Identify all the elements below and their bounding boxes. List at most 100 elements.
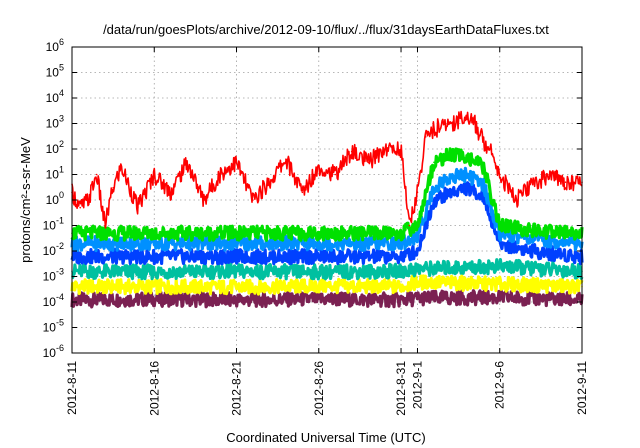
data-point (235, 286, 238, 289)
data-point (466, 173, 468, 176)
data-point (498, 265, 501, 268)
data-point (490, 148, 493, 150)
data-point (317, 285, 320, 287)
data-point (416, 250, 419, 252)
data-point (120, 166, 123, 168)
series-7 (71, 110, 583, 229)
data-point (548, 173, 550, 176)
y-tick-label: 10-1 (43, 216, 64, 233)
y-tick-label: 10-6 (43, 343, 64, 360)
data-point (416, 268, 419, 270)
data-point (317, 232, 320, 234)
data-point (466, 187, 468, 189)
data-point (317, 298, 320, 300)
data-point (416, 224, 419, 227)
data-point (153, 285, 156, 288)
data-point (531, 238, 534, 240)
y-tick-label: 101 (46, 165, 64, 182)
data-point (317, 166, 320, 168)
data-point (515, 199, 517, 201)
data-point (416, 191, 419, 194)
data-point (235, 232, 238, 234)
series-line (70, 258, 584, 281)
y-tick-label: 102 (46, 139, 64, 156)
chart-title: /data/run/goesPlots/archive/2012-09-10/f… (103, 22, 549, 37)
data-point (433, 199, 435, 201)
data-point (498, 173, 501, 176)
data-point (416, 234, 419, 237)
series-group (70, 110, 584, 309)
data-point (285, 158, 287, 160)
data-point (79, 206, 82, 209)
data-point (235, 255, 238, 258)
data-point (498, 283, 501, 285)
data-point (268, 181, 271, 183)
x-axis: 2012-8-11 2012-8-16 2012-8-21 2012-8-26 2012… (65, 47, 589, 416)
data-point (466, 155, 468, 158)
x-tick-label: 2012-8-16 (147, 361, 161, 416)
series-line (71, 110, 583, 229)
data-point (87, 199, 90, 201)
data-point (531, 250, 534, 252)
x-tick-label: 2012-8-26 (312, 361, 326, 416)
data-point (153, 242, 156, 245)
data-point (564, 181, 567, 183)
y-tick-label: 105 (46, 63, 64, 80)
data-point (400, 285, 402, 288)
y-tick-label: 10-4 (43, 292, 64, 309)
y-tick-label: 10-2 (43, 241, 64, 258)
data-point (400, 270, 402, 273)
y-tick-label: 103 (46, 114, 64, 131)
y-tick-label: 106 (46, 37, 64, 54)
data-point (433, 161, 435, 164)
data-point (186, 161, 188, 164)
y-tick-label: 104 (46, 88, 64, 105)
data-point (400, 242, 402, 245)
y-tick-label: 10-3 (43, 267, 64, 284)
data-point (153, 173, 156, 176)
data-point (531, 230, 534, 232)
x-tick-label: 2012-9-6 (493, 361, 507, 409)
series-1 (70, 289, 584, 309)
data-point (104, 224, 106, 227)
data-point (219, 173, 221, 176)
data-point (474, 122, 476, 125)
data-point (531, 183, 534, 186)
data-point (416, 297, 419, 300)
data-point (498, 296, 501, 299)
y-axis: 10-6 10-5 10-4 10-3 10-2 10-1 100 101 102 103 104 1… (43, 37, 582, 360)
series-6 (70, 147, 584, 242)
data-point (202, 199, 205, 201)
data-point (400, 255, 402, 258)
data-point (466, 115, 468, 117)
x-axis-label: Coordinated Universal Time (UTC) (226, 430, 425, 445)
data-point (112, 187, 114, 189)
y-tick-label: 100 (46, 190, 64, 207)
data-point (383, 148, 386, 150)
data-point (449, 176, 452, 178)
series-line (70, 181, 584, 266)
data-point (317, 271, 320, 273)
data-point (317, 242, 320, 245)
data-point (449, 191, 452, 194)
data-point (400, 299, 402, 301)
series-line (70, 289, 584, 309)
data-point (400, 232, 402, 234)
data-point (449, 122, 452, 125)
data-point (301, 191, 304, 194)
series-line (70, 147, 584, 242)
data-point (482, 166, 485, 168)
data-point (235, 242, 238, 245)
data-point (334, 173, 337, 176)
y-axis-label: protons/cm²-s-sr-MeV (18, 137, 33, 263)
series-line (70, 274, 584, 296)
data-point (433, 128, 435, 130)
x-tick-label: 2012-8-21 (230, 361, 244, 416)
data-point (95, 173, 98, 176)
data-point (153, 271, 156, 273)
data-point (153, 255, 156, 258)
data-point (482, 183, 485, 186)
data-point (482, 140, 485, 143)
data-point (400, 148, 402, 150)
